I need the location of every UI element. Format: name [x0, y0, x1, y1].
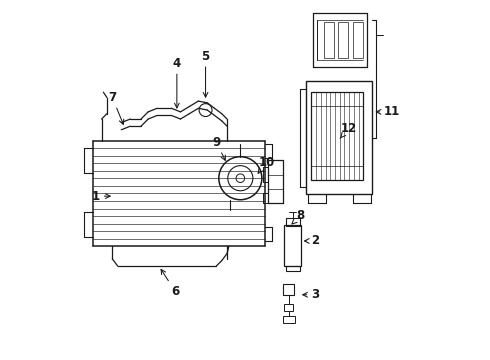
Text: 9: 9	[212, 136, 225, 160]
Text: 2: 2	[304, 234, 319, 247]
Bar	[338, 22, 348, 58]
Bar	[324, 22, 334, 58]
Text: 11: 11	[376, 105, 400, 118]
Bar	[311, 92, 364, 180]
Text: 8: 8	[292, 210, 305, 224]
Text: 10: 10	[258, 156, 274, 173]
Bar	[353, 22, 363, 58]
Bar	[285, 225, 300, 266]
Bar	[283, 284, 294, 295]
Bar	[306, 81, 372, 194]
Text: 7: 7	[108, 91, 124, 124]
Text: 3: 3	[303, 288, 319, 301]
Text: 12: 12	[340, 122, 357, 138]
Text: 4: 4	[173, 57, 181, 108]
Bar	[283, 316, 295, 323]
Bar	[286, 219, 299, 226]
Bar	[286, 266, 299, 271]
Bar	[285, 304, 294, 311]
Text: 6: 6	[161, 269, 179, 298]
Text: 5: 5	[201, 50, 210, 97]
Text: 1: 1	[92, 190, 110, 203]
